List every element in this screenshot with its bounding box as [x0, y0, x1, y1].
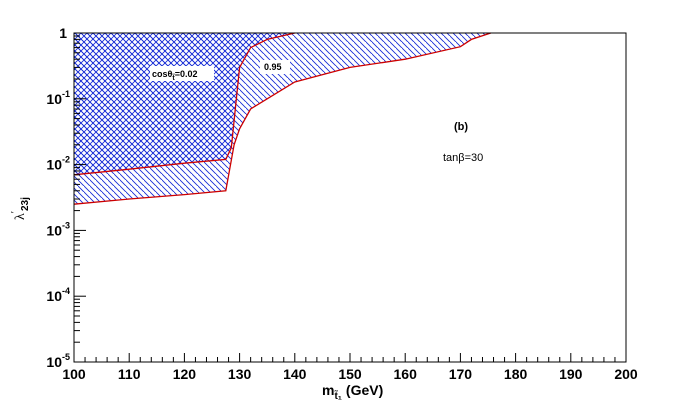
- x-tick-label: 170: [449, 366, 473, 382]
- series-label-095-text: 0.95: [264, 62, 282, 72]
- y-axis-title-sub: 23j: [20, 197, 31, 211]
- y-axis-title: λ′23j: [10, 197, 31, 220]
- x-tick-label: 200: [614, 366, 638, 382]
- series-label-cos-suffix: =0.02: [175, 69, 198, 79]
- x-axis-title-main: m: [322, 382, 334, 398]
- x-tick-label: 160: [394, 366, 418, 382]
- x-axis-title-sub: t̃₁: [334, 389, 342, 402]
- tan-beta-prefix: tan: [443, 152, 458, 164]
- y-tick-label: 10-5: [46, 352, 70, 370]
- y-tick-label: 10-3: [46, 220, 70, 238]
- tan-beta-annotation: tanβ=30: [443, 152, 483, 164]
- x-tick-label: 110: [118, 366, 141, 382]
- series-label-095: 0.95: [260, 60, 290, 74]
- y-axis-title-prime: ′: [10, 211, 21, 213]
- series-label-095-background: [260, 60, 290, 74]
- y-axis: 1 10-1 10-2 10-3 10-4 10-5: [46, 25, 86, 370]
- tan-beta-suffix: =30: [465, 152, 484, 164]
- y-tick-label: 10-2: [46, 155, 70, 173]
- x-tick-label: 130: [228, 366, 252, 382]
- contour-line-0: [73, 32, 295, 176]
- x-tick-label: 190: [559, 366, 583, 382]
- series-label-cos-sub: t̃: [172, 74, 176, 82]
- contour-lines: [73, 32, 492, 205]
- panel-label: (b): [454, 121, 468, 133]
- contour-line-1: [73, 32, 492, 205]
- x-tick-label: 150: [338, 366, 362, 382]
- svg-text:cosθt̃=0.02: cosθt̃=0.02: [152, 69, 198, 82]
- excluded-regions: [74, 33, 491, 205]
- y-tick-label: 1: [59, 25, 67, 41]
- x-axis-title-units: (GeV): [346, 382, 383, 398]
- series-label-cos-background: [150, 66, 214, 81]
- x-axis: 100 110 120 130 140 150 160 170 180 190 200: [62, 353, 638, 382]
- svg-text:λ′23j: λ′23j: [10, 197, 31, 220]
- series-label-cos-prefix: cosθ: [152, 69, 173, 79]
- x-tick-label: 120: [173, 366, 197, 382]
- tan-beta-symbol: β: [458, 152, 464, 164]
- excluded-region-0: [74, 33, 295, 175]
- x-tick-label: 100: [62, 366, 86, 382]
- y-tick-label: 10-4: [46, 286, 70, 304]
- y-tick-label: 10-1: [46, 89, 70, 107]
- x-tick-label: 140: [283, 366, 307, 382]
- y-axis-title-main: λ: [13, 213, 28, 220]
- x-axis-title: mt̃₁ (GeV): [322, 382, 383, 402]
- series-label-cos: cosθt̃=0.02: [150, 66, 214, 82]
- x-tick-label: 180: [504, 366, 528, 382]
